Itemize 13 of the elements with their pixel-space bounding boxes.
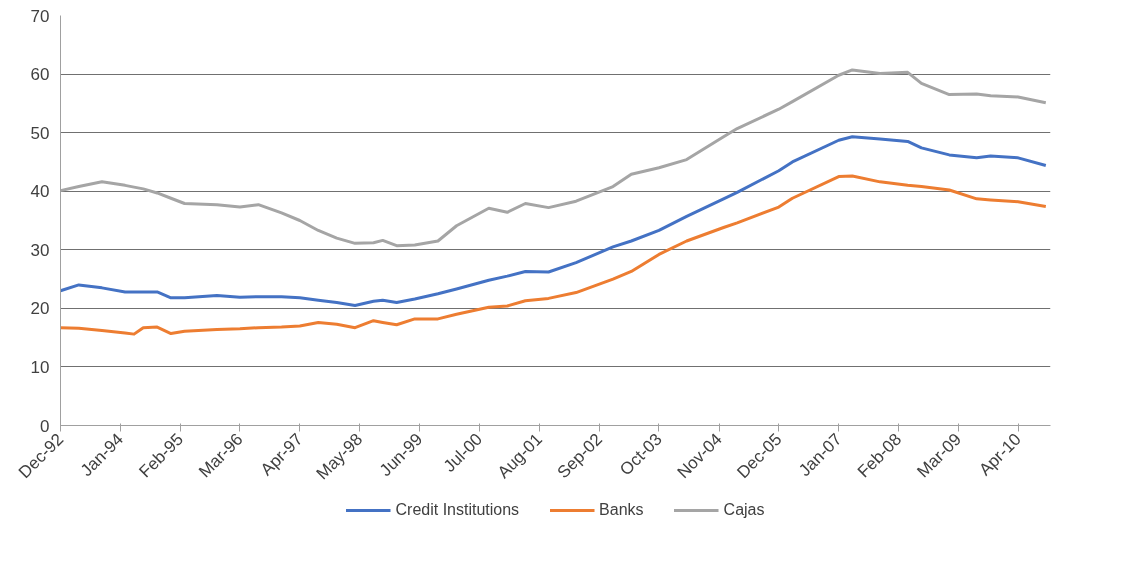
y-tick-label: 20 — [30, 299, 50, 319]
y-tick-label: 40 — [30, 182, 50, 202]
legend-label: Credit Institutions — [395, 501, 520, 519]
y-tick-label: 10 — [30, 357, 50, 377]
y-tick-label: 50 — [30, 123, 50, 143]
line-series — [60, 135, 1048, 307]
legend-label: Banks — [599, 501, 644, 519]
legend-label: Cajas — [723, 501, 765, 519]
y-tick-label: 30 — [30, 240, 50, 260]
y-tick-label: 0 — [40, 416, 50, 436]
y-tick-label: 70 — [30, 6, 50, 26]
y-tick-label: 60 — [30, 65, 50, 85]
line-series — [60, 174, 1048, 336]
